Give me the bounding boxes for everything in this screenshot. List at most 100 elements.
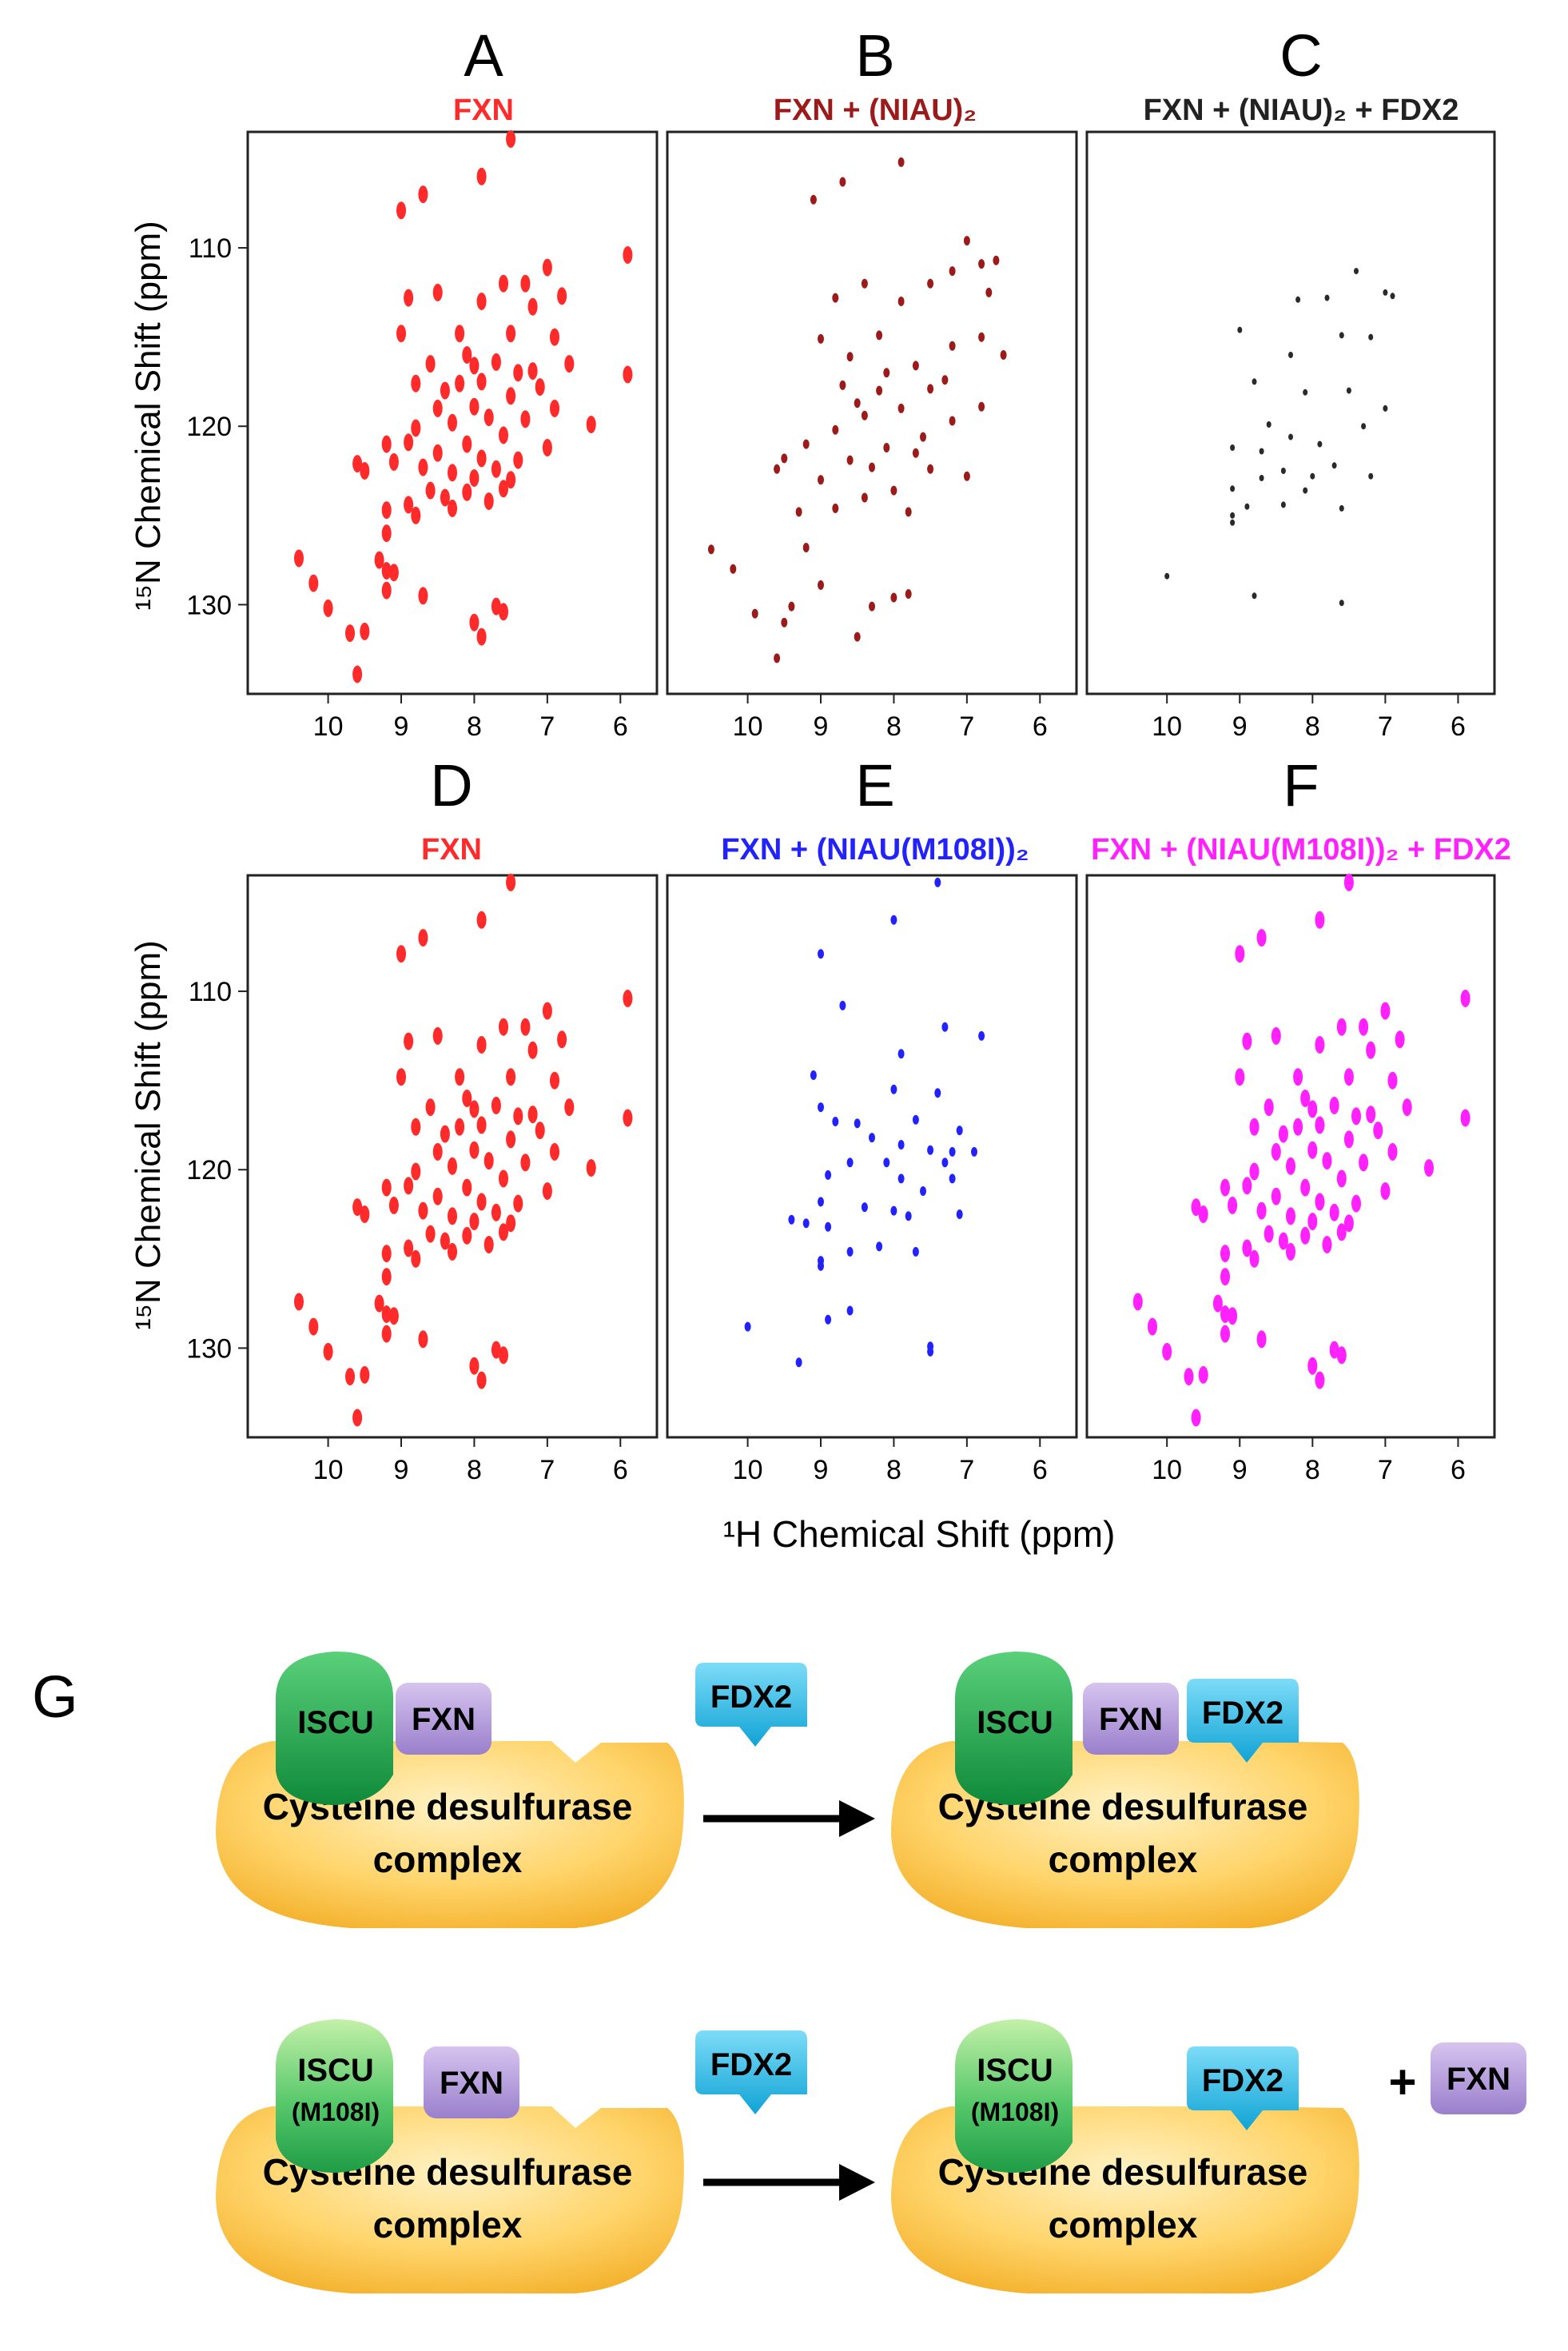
nmr-peak bbox=[802, 543, 810, 552]
iscu-mutant-label: ISCU bbox=[977, 2053, 1053, 2088]
nmr-peak bbox=[876, 385, 883, 396]
x-tick-label: 10 bbox=[1152, 1455, 1182, 1485]
spectrum-panel-e: 10 9 8 7 6 bbox=[666, 874, 1078, 1485]
nmr-peak bbox=[963, 236, 970, 246]
nmr-peak bbox=[744, 1321, 751, 1332]
x-tick-label: 7 bbox=[959, 1455, 974, 1485]
nmr-peak bbox=[411, 419, 421, 437]
nmr-peak bbox=[499, 1170, 508, 1188]
nmr-peak bbox=[825, 1221, 832, 1232]
nmr-peak bbox=[751, 608, 758, 619]
nmr-peak bbox=[949, 416, 956, 426]
nmr-peak bbox=[912, 448, 919, 458]
nmr-peak bbox=[832, 293, 839, 303]
nmr-peak bbox=[418, 1330, 428, 1349]
fdx2-shape bbox=[1187, 2046, 1299, 2130]
x-tick-label: 8 bbox=[467, 1455, 482, 1485]
nmr-peak bbox=[418, 1201, 428, 1220]
nmr-peak bbox=[374, 1294, 384, 1313]
schematic-top-right: Cysteine desulfurase complex ISCU FXN FD… bbox=[891, 1652, 1359, 1928]
nmr-peak bbox=[1383, 289, 1388, 296]
nmr-peak bbox=[527, 1041, 538, 1059]
nmr-peak bbox=[949, 1174, 956, 1184]
x-tick-label: 8 bbox=[886, 1455, 901, 1485]
nmr-peak bbox=[484, 1236, 494, 1253]
y-tick-label: 130 bbox=[186, 590, 232, 620]
nmr-peak bbox=[506, 1068, 516, 1086]
nmr-peak bbox=[1256, 1201, 1267, 1220]
nmr-peak bbox=[1329, 1341, 1339, 1359]
nmr-peak bbox=[890, 485, 897, 496]
nmr-peak bbox=[788, 601, 795, 612]
nmr-peak bbox=[476, 911, 487, 929]
nmr-peak bbox=[956, 1209, 963, 1219]
nmr-peak bbox=[846, 455, 854, 465]
complex-label-line2: complex bbox=[373, 1839, 523, 1880]
x-tick-label: 10 bbox=[733, 711, 763, 742]
nmr-peak bbox=[1315, 1116, 1325, 1134]
nmr-peak bbox=[462, 1226, 472, 1245]
nmr-peak bbox=[360, 1205, 370, 1223]
nmr-peak bbox=[1387, 1142, 1398, 1161]
nmr-peak bbox=[832, 503, 839, 513]
x-tick-label: 7 bbox=[539, 1455, 555, 1485]
nmr-peak bbox=[905, 589, 912, 599]
x-tick-label: 7 bbox=[539, 711, 555, 742]
nmr-peak bbox=[963, 471, 970, 481]
iscu-shape bbox=[276, 1652, 394, 1805]
nmr-peak bbox=[1359, 1018, 1369, 1036]
nmr-peak bbox=[1300, 1090, 1311, 1107]
nmr-peak bbox=[388, 452, 399, 471]
nmr-peak bbox=[1249, 1118, 1260, 1136]
nmr-peak bbox=[462, 346, 472, 364]
nmr-peak bbox=[469, 1141, 480, 1159]
nmr-peak bbox=[535, 378, 545, 396]
nmr-peak bbox=[1249, 1249, 1260, 1268]
nmr-peak bbox=[476, 1371, 487, 1389]
nmr-peak bbox=[1212, 1294, 1223, 1313]
nmr-peak bbox=[506, 387, 516, 405]
nmr-peak bbox=[1256, 1330, 1267, 1349]
nmr-peak bbox=[839, 177, 846, 187]
nmr-peak bbox=[897, 297, 905, 306]
x-tick-label: 6 bbox=[1451, 1455, 1466, 1485]
nmr-peak bbox=[1329, 1096, 1339, 1114]
nmr-peak bbox=[971, 1146, 977, 1157]
nmr-peak bbox=[1249, 1162, 1260, 1181]
panel-title-f: FXN + (NIAU(M108I))₂ + FDX2 bbox=[1091, 833, 1511, 867]
nmr-peak bbox=[1402, 1098, 1412, 1117]
nmr-peak bbox=[927, 384, 934, 394]
nmr-peak bbox=[360, 462, 370, 480]
nmr-peak bbox=[418, 185, 428, 204]
nmr-peak bbox=[388, 1196, 399, 1214]
nmr-peak bbox=[1315, 1371, 1325, 1389]
nmr-peak bbox=[1368, 472, 1374, 480]
nmr-peak bbox=[294, 549, 304, 568]
nmr-peak bbox=[1339, 332, 1344, 339]
x-tick-label: 8 bbox=[467, 711, 482, 742]
nmr-peak bbox=[1252, 592, 1257, 600]
nmr-peak bbox=[920, 432, 926, 442]
nmr-peak bbox=[1336, 1223, 1347, 1241]
nmr-peak bbox=[993, 255, 1000, 265]
iscu-mutant-label: ISCU bbox=[297, 2053, 374, 2088]
x-tick-label: 7 bbox=[1378, 1455, 1393, 1485]
nmr-peak bbox=[810, 194, 817, 205]
complex-label-line2: complex bbox=[373, 2204, 523, 2245]
complex-label-line2: complex bbox=[1049, 2204, 1198, 2245]
panel-letter-d: D bbox=[430, 752, 472, 819]
nmr-peak bbox=[476, 293, 487, 310]
nmr-peak bbox=[1259, 448, 1264, 455]
nmr-peak bbox=[978, 1030, 985, 1041]
nmr-peak bbox=[1460, 1109, 1470, 1127]
x-tick-label: 6 bbox=[1033, 711, 1048, 742]
free-fxn-shape bbox=[1431, 2042, 1526, 2114]
nmr-peak bbox=[425, 355, 436, 373]
nmr-peak bbox=[920, 1186, 926, 1196]
nmr-peak bbox=[869, 1133, 875, 1143]
nmr-peak bbox=[1380, 1182, 1391, 1200]
nmr-peak bbox=[1266, 421, 1272, 428]
nmr-peak bbox=[506, 130, 516, 148]
nmr-peak bbox=[941, 1022, 949, 1032]
nmr-peak bbox=[404, 496, 414, 514]
